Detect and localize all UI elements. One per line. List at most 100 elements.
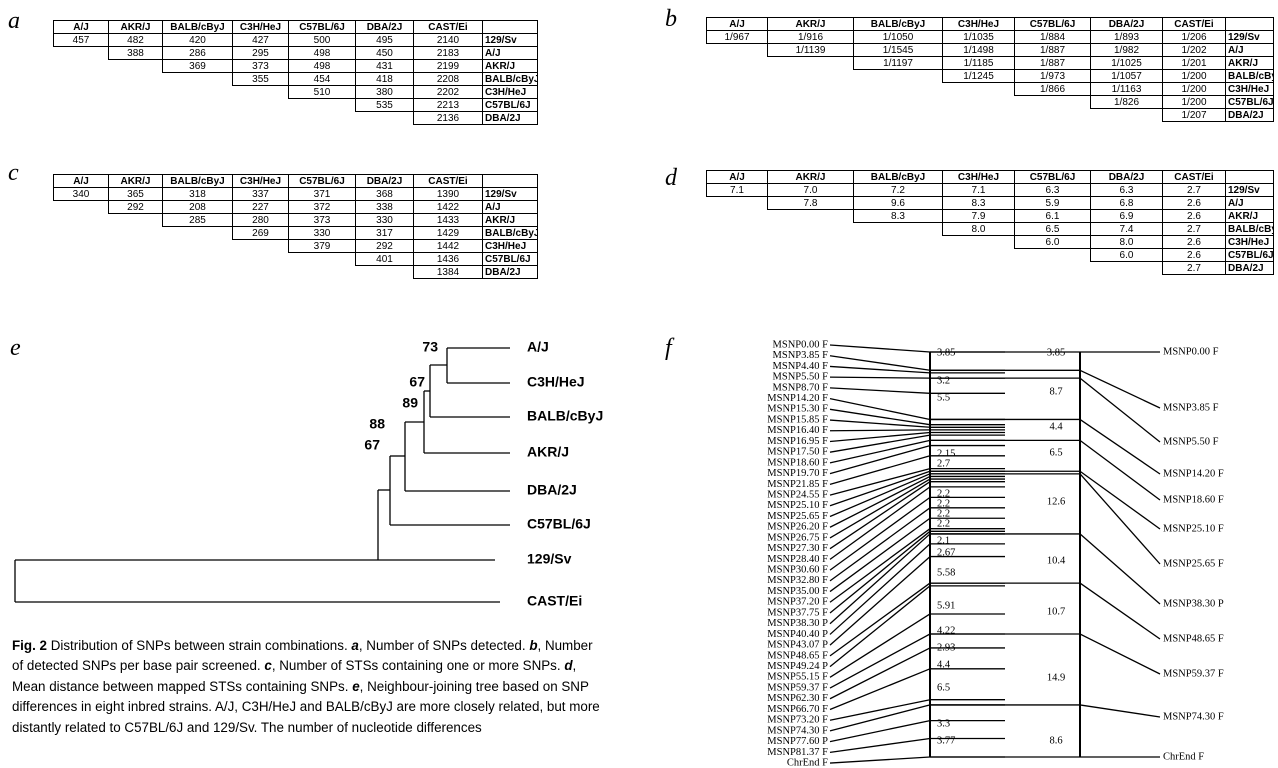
header-row: A/J AKR/J BALB/cByJ C3H/HeJ C57BL/6J DBA/2J CA…	[706, 170, 1274, 184]
interval-length: 10.4	[1047, 555, 1066, 566]
marker-label: MSNP38.30 P	[767, 618, 828, 629]
value-cell: 8.3	[942, 196, 1015, 210]
strain-cell: A/J	[1225, 196, 1274, 210]
header-cell: DBA/2J	[355, 174, 414, 188]
caption-text: , Neighbour-joining tree based on SNP di…	[12, 678, 600, 735]
marker-label: MSNP59.37 F	[767, 682, 828, 693]
empty-cell	[1015, 109, 1091, 122]
connector	[1079, 369, 1161, 409]
marker-label: MSNP49.24 P	[767, 661, 828, 672]
header-cell: DBA/2J	[355, 20, 414, 34]
value-cell: 1/207	[1162, 108, 1226, 122]
interval-length: 6.5	[1049, 447, 1062, 458]
header-cell	[1225, 17, 1274, 31]
marker-label: MSNP5.50 F	[1163, 436, 1219, 447]
empty-cell	[54, 60, 109, 73]
table-row: 1/866 1/1163 1/200 C3H/HeJ	[707, 82, 1274, 96]
value-cell: 1422	[413, 200, 483, 214]
table-row: 355 454 418 2208 BALB/cByJ	[54, 72, 538, 86]
connector	[829, 699, 931, 721]
connector	[829, 533, 931, 625]
connector	[829, 528, 931, 603]
value-cell: 1/826	[1090, 95, 1163, 109]
empty-cell	[707, 197, 768, 210]
marker-label: MSNP18.60 F	[767, 457, 828, 468]
connector	[829, 481, 931, 550]
interval-length: 5.91	[937, 600, 955, 611]
connector	[829, 543, 931, 635]
marker-label: MSNP38.30 P	[1163, 598, 1224, 609]
strain-cell: A/J	[1225, 43, 1274, 57]
marker-label: MSNP43.07 P	[767, 640, 828, 651]
empty-cell	[109, 73, 163, 86]
value-cell: 418	[355, 72, 414, 86]
empty-cell	[854, 109, 943, 122]
empty-cell	[233, 112, 289, 125]
connector	[829, 434, 931, 453]
header-cell: CAST/Ei	[413, 20, 483, 34]
marker-label: MSNP25.65 F	[767, 511, 828, 522]
value-cell: 388	[108, 46, 163, 60]
header-cell: AKR/J	[108, 20, 163, 34]
connector	[829, 507, 931, 582]
value-cell: 330	[288, 226, 356, 240]
value-cell: 2.7	[1162, 183, 1226, 197]
panel-letter: a	[8, 8, 20, 34]
leaf-label: CAST/Ei	[527, 593, 582, 609]
marker-label: MSNP25.65 F	[1163, 558, 1224, 569]
connector	[829, 408, 931, 426]
connector	[1079, 533, 1161, 605]
marker-label: MSNP55.15 F	[767, 672, 828, 683]
empty-cell	[768, 57, 854, 70]
connector	[1079, 704, 1161, 718]
value-cell: 457	[53, 33, 109, 47]
interval-length: 5.58	[937, 567, 955, 578]
marker-label: MSNP15.85 F	[767, 414, 828, 425]
value-cell: 2208	[413, 72, 483, 86]
header-cell: A/J	[53, 20, 109, 34]
value-cell: 371	[288, 187, 356, 201]
table-row: 2136 DBA/2J	[54, 111, 538, 125]
leaf-label: BALB/cByJ	[527, 408, 603, 424]
data-table: A/J AKR/J BALB/cByJ C3H/HeJ C57BL/6J DBA/2J CA…	[53, 20, 538, 125]
value-cell: 1/200	[1162, 82, 1226, 96]
empty-cell	[163, 253, 233, 266]
strain-cell: A/J	[482, 200, 538, 214]
value-cell: 1/887	[1014, 56, 1091, 70]
empty-cell	[109, 86, 163, 99]
value-cell: 7.4	[1090, 222, 1163, 236]
table-row: 1/967 1/916 1/1050 1/1035 1/884 1/893 1/206 129…	[706, 30, 1274, 44]
value-cell: 6.0	[1090, 248, 1163, 262]
connector	[1079, 439, 1161, 501]
value-cell: 2.7	[1162, 261, 1226, 275]
interval-length: 2.15	[937, 448, 955, 459]
empty-cell	[109, 60, 163, 73]
value-cell: 1/1035	[942, 30, 1015, 44]
value-cell: 510	[288, 85, 356, 99]
value-cell: 1/1498	[942, 43, 1015, 57]
value-cell: 380	[355, 85, 414, 99]
leaf-label: 129/Sv	[527, 551, 572, 567]
marker-label: MSNP18.60 F	[1163, 494, 1224, 505]
value-cell: 295	[232, 46, 289, 60]
value-cell: 8.3	[853, 209, 943, 223]
value-cell: 355	[232, 72, 289, 86]
connector	[1079, 633, 1161, 675]
support-value: 67	[409, 374, 425, 390]
strain-cell: AKR/J	[1225, 209, 1274, 223]
value-cell: 368	[355, 187, 414, 201]
header-cell: AKR/J	[767, 17, 854, 31]
empty-cell	[54, 266, 109, 279]
table-row: 292 208 227 372 338 1422 A/J	[54, 200, 538, 214]
empty-cell	[1015, 96, 1091, 109]
marker-label: MSNP48.65 F	[767, 650, 828, 661]
interval-length: 2.67	[937, 547, 955, 558]
empty-cell	[54, 99, 109, 112]
connector	[829, 719, 931, 743]
empty-cell	[109, 240, 163, 253]
interval-length: 12.6	[1047, 496, 1065, 507]
value-cell: 1442	[413, 239, 483, 253]
table-row: 7.1 7.0 7.2 7.1 6.3 6.3 2.7 129/Sv	[706, 183, 1274, 197]
marker-label: MSNP25.10 F	[767, 500, 828, 511]
caption-text: , Number of STSs containing one or more …	[271, 658, 561, 674]
